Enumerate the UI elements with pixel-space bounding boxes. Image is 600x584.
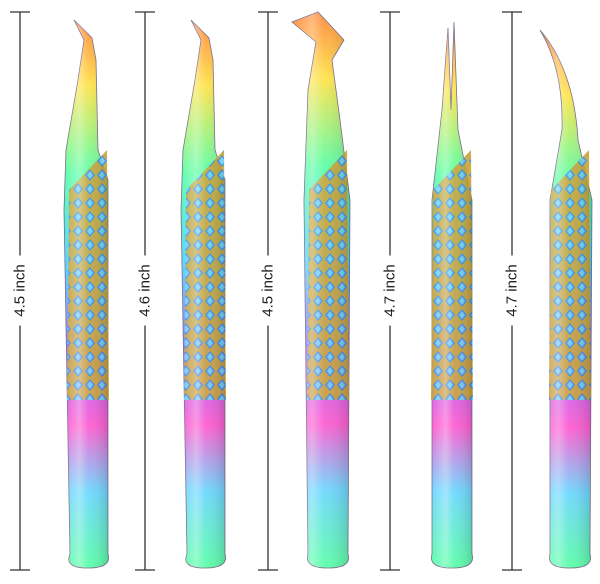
length-label-2: 4.6 inch — [134, 255, 156, 326]
tweezer-1 — [63, 19, 109, 569]
length-label-1: 4.5 inch — [9, 255, 31, 326]
length-label-4: 4.7 inch — [379, 255, 401, 326]
tweezers-group — [63, 11, 593, 569]
length-label-3: 4.5 inch — [257, 255, 279, 326]
tweezer-5 — [539, 29, 593, 569]
metal-sheen — [64, 20, 109, 568]
length-label-5: 4.7 inch — [501, 255, 523, 326]
metal-sheen — [292, 12, 350, 568]
tweezer-3 — [291, 11, 351, 569]
tweezer-4 — [431, 21, 473, 569]
tweezer-2 — [180, 19, 226, 569]
metal-sheen — [540, 30, 592, 568]
metal-sheen — [431, 22, 473, 568]
metal-sheen — [181, 20, 226, 568]
